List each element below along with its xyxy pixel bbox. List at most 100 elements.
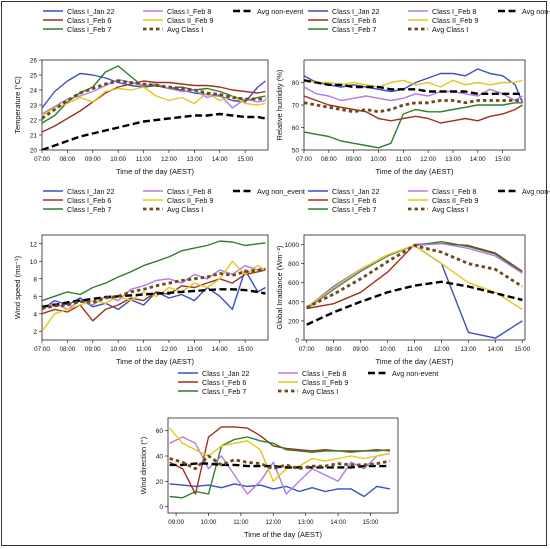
- x-axis-label: Time of the day (AEST): [116, 357, 195, 366]
- legend-label: Avg non-event: [522, 187, 550, 196]
- series-group: [42, 240, 266, 332]
- x-tick-label: 12:00: [265, 519, 281, 526]
- y-axis-label: Wind speed (ms⁻¹): [13, 255, 22, 319]
- y-tick-label: 50: [292, 148, 300, 155]
- x-tick-label: 07:00: [296, 156, 312, 163]
- x-tick-label: 13:00: [186, 346, 202, 353]
- legend-label: Class I_Jan 22: [332, 7, 380, 16]
- y-tick-label: 12: [30, 241, 38, 248]
- y-tick-label: 0: [295, 338, 299, 345]
- series-line: [169, 427, 391, 482]
- x-tick-label: 08:00: [321, 156, 337, 163]
- x-tick-label: 10:00: [380, 346, 396, 353]
- x-tick-label: 12:00: [420, 156, 436, 163]
- x-tick-label: 14:00: [212, 346, 228, 353]
- legend-label: Class I_Feb 7: [332, 205, 376, 214]
- y-tick-label: 60: [156, 428, 164, 435]
- y-tick-label: 20: [156, 479, 164, 486]
- series-line: [169, 436, 390, 499]
- legend-label: Avg Class I: [167, 205, 203, 214]
- series-group: [304, 68, 524, 149]
- x-tick-label: 07:00: [299, 346, 315, 353]
- x-tick-label: 07:00: [34, 346, 50, 353]
- y-axis-label: Temperature (°C): [13, 76, 22, 134]
- x-tick-label: 09:00: [85, 346, 101, 353]
- y-tick-label: 400: [288, 299, 299, 306]
- y-tick-label: 8: [33, 276, 37, 283]
- x-tick-label: 11:00: [136, 346, 152, 353]
- legend-label: Avg Class I: [167, 25, 203, 34]
- x-tick-label: 15:00: [495, 156, 511, 163]
- y-axis-label: Global Irradiance (Wm⁻²): [275, 245, 284, 329]
- series-line: [42, 240, 266, 302]
- x-tick-label: 13:00: [445, 156, 461, 163]
- x-tick-label: 13:00: [186, 156, 202, 163]
- legend-label: Class II_Feb 9: [302, 378, 348, 387]
- legend-label: Avg non-event: [257, 7, 303, 16]
- legend-label: Class I_Jan 22: [332, 187, 380, 196]
- x-tick-label: 15:00: [237, 156, 253, 163]
- y-tick-label: 2: [33, 329, 37, 336]
- y-tick-label: 70: [292, 103, 300, 110]
- legend-label: Avg non-event: [522, 7, 550, 16]
- x-tick-label: 11:00: [136, 156, 152, 163]
- x-axis-label: Time of the day (AEST): [116, 167, 195, 176]
- series-line: [304, 68, 524, 104]
- y-axis-label: Relative humidity (%): [275, 69, 284, 140]
- series-line: [169, 462, 390, 469]
- series-group: [42, 65, 266, 150]
- y-tick-label: 10: [30, 259, 38, 266]
- x-axis-label: Time of the day (AEST): [375, 357, 454, 366]
- y-tick-label: 600: [288, 280, 299, 287]
- series-line: [169, 483, 391, 498]
- series-line: [42, 79, 266, 120]
- y-tick-label: 25: [30, 73, 38, 80]
- series-line: [42, 267, 266, 310]
- plot-area: [41, 234, 269, 341]
- x-tick-label: 09:00: [85, 156, 101, 163]
- x-tick-label: 14:00: [470, 156, 486, 163]
- x-axis-label: Time of the day (AEST): [244, 530, 323, 539]
- y-tick-label: 200: [288, 318, 299, 325]
- series-line: [169, 454, 391, 471]
- legend-label: Class I_Feb 6: [332, 16, 376, 25]
- x-tick-label: 12:00: [161, 156, 177, 163]
- series-line: [304, 86, 523, 102]
- legend-label: Class I_Feb 8: [432, 7, 476, 16]
- y-tick-label: 60: [292, 125, 300, 132]
- series-line: [42, 78, 266, 115]
- y-axis-label: Wind direction (°): [139, 436, 148, 494]
- x-tick-label: 08:00: [326, 346, 342, 353]
- x-tick-label: 11:00: [407, 346, 423, 353]
- series-line: [42, 86, 266, 117]
- x-tick-label: 08:00: [60, 156, 76, 163]
- series-group: [306, 240, 524, 339]
- x-tick-label: 14:00: [330, 519, 346, 526]
- x-tick-label: 08:00: [60, 346, 76, 353]
- y-tick-label: 1000: [285, 242, 300, 249]
- x-tick-label: 14:00: [487, 346, 503, 353]
- x-tick-label: 14:00: [212, 156, 228, 163]
- legend-label: Avg non-event: [392, 369, 438, 378]
- legend-label: Class I_Feb 7: [332, 25, 376, 34]
- y-tick-label: 24: [30, 88, 38, 95]
- legend-label: Class I_Feb 8: [167, 7, 211, 16]
- y-tick-label: 0: [159, 504, 163, 511]
- x-tick-label: 09:00: [346, 156, 362, 163]
- x-tick-label: 10:00: [371, 156, 387, 163]
- legend-label: Class I_Jan 22: [67, 187, 115, 196]
- y-tick-label: 6: [33, 294, 37, 301]
- y-tick-label: 4: [33, 311, 37, 318]
- x-tick-label: 11:00: [233, 519, 249, 526]
- legend-label: Class I_Feb 8: [167, 187, 211, 196]
- legend-label: Class I_Feb 7: [202, 387, 246, 396]
